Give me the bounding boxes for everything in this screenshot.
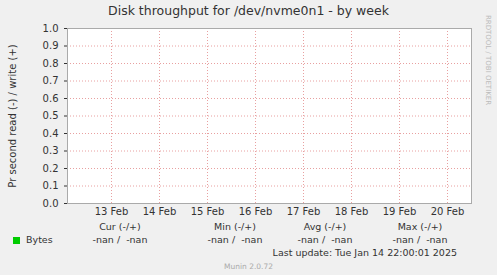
html-text:Min (-/+): Min (-/+): [214, 221, 256, 232]
svg-text:17 Feb: 17 Feb: [287, 206, 321, 217]
svg-text:0.8: 0.8: [43, 58, 59, 69]
html-text:-nan / -nan: -nan / -nan: [392, 234, 448, 245]
html-text:Munin 2.0.72: Munin 2.0.72: [224, 262, 273, 271]
svg-text:19 Feb: 19 Feb: [383, 206, 417, 217]
html-text:-nan / -nan: -nan / -nan: [207, 234, 263, 245]
html-text:Avg (-/+): Avg (-/+): [303, 221, 347, 232]
svg-text:0.0: 0.0: [43, 198, 59, 209]
svg-text:0.6: 0.6: [43, 93, 59, 104]
svg-text:0.1: 0.1: [43, 180, 59, 191]
svg-text:18 Feb: 18 Feb: [335, 206, 369, 217]
svg-text:0.4: 0.4: [43, 128, 59, 139]
html-text:Last update: Tue Jan 14 22:00:: Last update: Tue Jan 14 22:00:01 2025: [272, 247, 457, 258]
html-text:RRDTOOL / TOBI OETIKER: RRDTOOL / TOBI OETIKER: [484, 14, 492, 106]
html-text:-nan / -nan: -nan / -nan: [92, 234, 148, 245]
svg-text:15 Feb: 15 Feb: [191, 206, 225, 217]
svg-text:20 Feb: 20 Feb: [431, 206, 465, 217]
svg-text:0.9: 0.9: [43, 40, 59, 51]
html-text:Disk throughput for /dev/nvme0: Disk throughput for /dev/nvme0n1 - by we…: [108, 3, 389, 18]
svg-text:0.7: 0.7: [43, 75, 59, 86]
svg-text:13 Feb: 13 Feb: [95, 206, 129, 217]
html-text:-nan / -nan: -nan / -nan: [297, 234, 353, 245]
html-text:Pr second read (-) / write (+): Pr second read (-) / write (+): [6, 44, 18, 188]
html-text:Cur (-/+): Cur (-/+): [99, 221, 141, 232]
svg-text:0.5: 0.5: [43, 110, 59, 121]
svg-text:0.2: 0.2: [43, 163, 59, 174]
svg-text:0.3: 0.3: [43, 145, 59, 156]
html-text:Bytes: Bytes: [26, 234, 53, 245]
svg-text:16 Feb: 16 Feb: [239, 206, 273, 217]
svg-text:1.0: 1.0: [43, 23, 59, 34]
html-text:Max (-/+): Max (-/+): [397, 221, 443, 232]
svg-text:14 Feb: 14 Feb: [143, 206, 177, 217]
